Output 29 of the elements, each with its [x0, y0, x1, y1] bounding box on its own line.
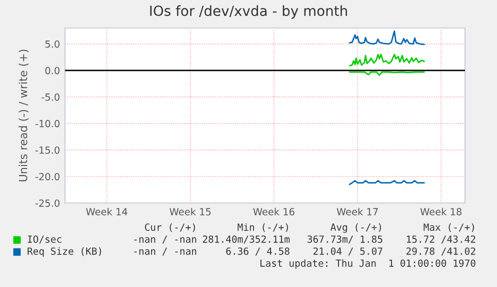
- text: Cur (-/+): [144, 223, 195, 232]
- legend-label: Req Size (KB): [28, 247, 102, 257]
- x-tick-label: Week 15: [170, 208, 211, 216]
- y-tick-label: -25.0: [35, 199, 60, 207]
- text: 6.36 / 4.58: [226, 247, 290, 256]
- text: 21.04 / 5.07: [313, 247, 382, 256]
- y-tick-label: 0.0: [45, 66, 60, 74]
- x-tick-label: Week 16: [253, 208, 294, 216]
- x-tick-label: Week 18: [420, 208, 462, 216]
- text: Avg (-/+): [330, 223, 381, 233]
- y-tick-label: -10.0: [35, 120, 60, 128]
- text: -nan / -nan: [134, 236, 196, 244]
- y-tick-label: -20.0: [35, 172, 60, 180]
- x-tick-label: Week 14: [86, 208, 128, 216]
- text: Last update: Thu Jan 1 01:00:00 1970: [260, 259, 476, 269]
- y-tick-label: 5.0: [45, 40, 60, 48]
- text: -nan / -nan: [134, 248, 196, 256]
- y-tick-label: -5.0: [42, 93, 60, 101]
- legend-label: IO/sec: [28, 235, 62, 244]
- y-axis-title: Units read (-) / write (+): [18, 50, 29, 182]
- text: Max (-/+): [424, 223, 474, 232]
- chart-title: IOs for /dev/xvda - by month: [150, 5, 347, 19]
- text: 29.78 /41.02: [406, 247, 476, 256]
- text: 367.73m/ 1.85: [308, 235, 382, 244]
- y-tick-label: -15.0: [35, 146, 60, 154]
- x-tick-label: Week 17: [336, 208, 378, 216]
- text: Min (-/+): [238, 223, 288, 232]
- text: 15.72 /43.42: [406, 235, 476, 244]
- text: 281.40m/352.11m: [202, 235, 290, 244]
